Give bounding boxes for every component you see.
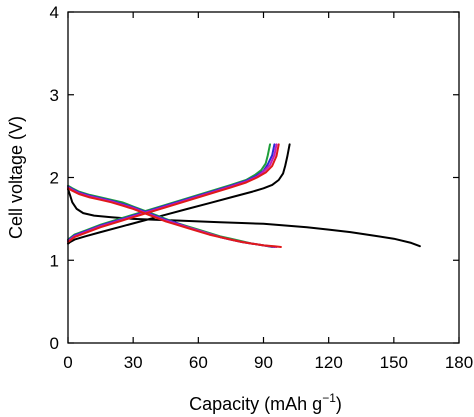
x-axis-title-main: Capacity (mAh g (189, 394, 322, 414)
y-axis-title: Cell voltage (V) (6, 116, 26, 239)
ticks-layer: 0 30 60 90 120 150 180 0 1 2 3 4 (50, 3, 474, 372)
y-tick-label: 0 (50, 334, 59, 353)
x-tick-label: 150 (380, 353, 408, 372)
x-tick-label: 120 (314, 353, 342, 372)
series-layer (67, 143, 421, 248)
x-tick-label: 0 (63, 353, 72, 372)
series-line-9-discharge (67, 187, 282, 248)
x-tick-label: 30 (124, 353, 143, 372)
y-tick-label: 2 (50, 169, 59, 188)
x-tick-label: 60 (189, 353, 208, 372)
series-line-10-charge (67, 143, 280, 243)
series-line-1-discharge (67, 188, 421, 248)
x-axis-title: Capacity (mAh g−1) (189, 391, 342, 414)
x-axis-title-close: ) (336, 394, 342, 414)
y-tick-label: 3 (50, 86, 59, 105)
series-line-2-charge (67, 143, 291, 245)
y-tick-label: 1 (50, 251, 59, 270)
y-tick-label: 4 (50, 3, 59, 22)
x-tick-label: 180 (445, 353, 473, 372)
x-axis-title-superscript: −1 (322, 391, 336, 405)
plot-frame (67, 11, 460, 344)
x-tick-label: 90 (254, 353, 273, 372)
